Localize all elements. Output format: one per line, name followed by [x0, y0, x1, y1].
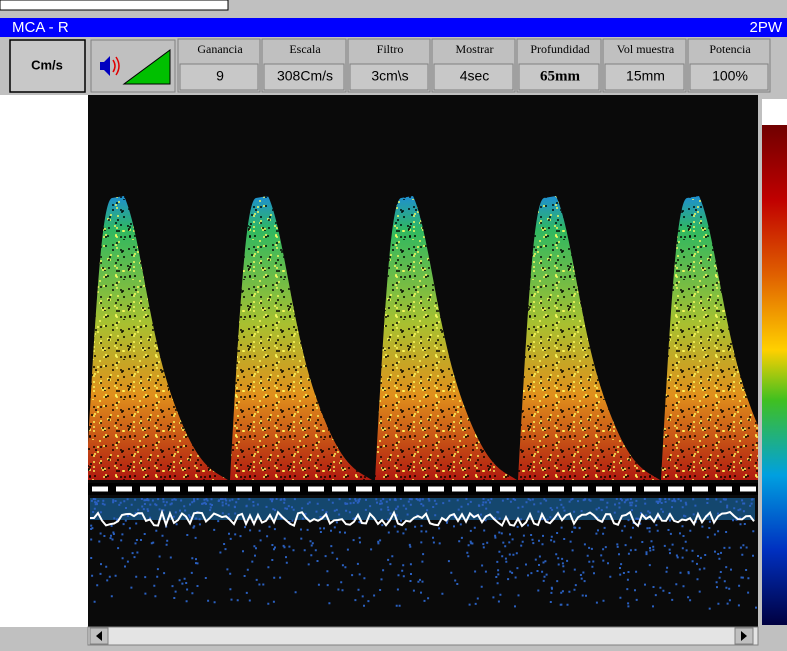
title-right: 2PW [749, 19, 782, 36]
parameter-value: 65mm [540, 68, 580, 84]
parameter-value: 3cm\s [371, 68, 408, 84]
parameter-label: Mostrar [456, 42, 494, 56]
display-clip-left [0, 95, 88, 495]
parameter-value: 308Cm/s [277, 68, 333, 84]
parameter-label: Ganancia [197, 42, 243, 56]
parameter-value: 4sec [460, 68, 490, 84]
title-bar [0, 18, 787, 37]
parameter-label: Escala [289, 42, 321, 56]
parameter-label: Profundidad [530, 42, 589, 56]
title-left: MCA - R [12, 19, 69, 36]
window-edge [0, 0, 228, 10]
scrollbar[interactable] [88, 627, 758, 645]
parameter-label: Vol muestra [617, 42, 675, 56]
parameter-value: 15mm [626, 68, 665, 84]
unit-button-label[interactable]: Cm/s [31, 57, 63, 72]
screen: MCA - R 2PW Cm/s Ganancia 9 Escala 308Cm/s F… [0, 0, 787, 651]
parameter-value: 9 [216, 68, 224, 84]
colorbar-top [762, 99, 787, 125]
ultrasound-window: MCA - R 2PW Cm/s Ganancia 9 Escala 308Cm/s F… [0, 0, 787, 651]
colorbar [762, 125, 787, 625]
parameter-value: 100% [712, 68, 748, 84]
parameter-label: Potencia [709, 42, 751, 56]
parameter-label: Filtro [377, 42, 404, 56]
